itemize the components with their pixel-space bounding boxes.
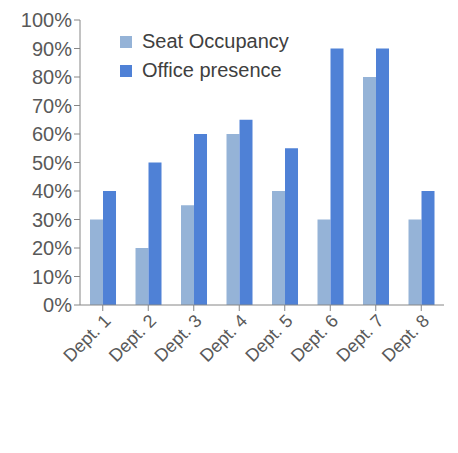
svg-text:Dept. 6: Dept. 6 (287, 311, 342, 366)
svg-text:Dept. 7: Dept. 7 (332, 311, 387, 366)
svg-text:Dept. 3: Dept. 3 (150, 311, 205, 366)
svg-text:40%: 40% (32, 180, 72, 202)
svg-text:Dept. 8: Dept. 8 (378, 311, 433, 366)
svg-text:Dept. 4: Dept. 4 (196, 311, 251, 366)
svg-text:20%: 20% (32, 237, 72, 259)
svg-text:60%: 60% (32, 123, 72, 145)
svg-text:90%: 90% (32, 38, 72, 60)
html-text:Office presence: Office presence (142, 59, 282, 81)
svg-text:70%: 70% (32, 95, 72, 117)
svg-text:Dept. 1: Dept. 1 (59, 311, 114, 366)
svg-text:10%: 10% (32, 266, 72, 288)
svg-text:100%: 100% (21, 9, 72, 31)
svg-text:Dept. 5: Dept. 5 (241, 311, 296, 366)
svg-text:Dept. 2: Dept. 2 (105, 311, 160, 366)
svg-text:80%: 80% (32, 66, 72, 88)
svg-text:50%: 50% (32, 152, 72, 174)
svg-text:0%: 0% (43, 294, 72, 316)
html-text:Seat Occupancy: Seat Occupancy (142, 30, 289, 52)
svg-text:30%: 30% (32, 209, 72, 231)
